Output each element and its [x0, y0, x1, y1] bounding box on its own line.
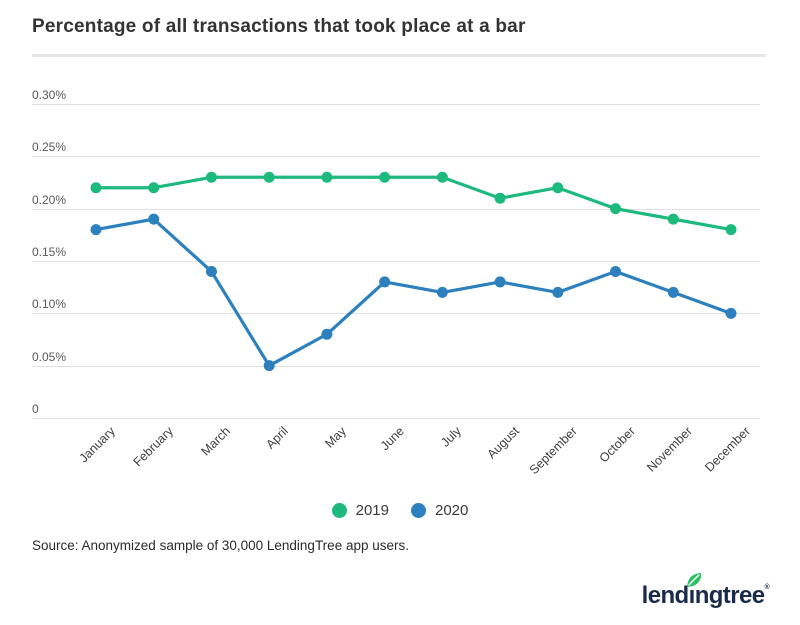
data-point-2020-February	[148, 213, 160, 225]
data-point-2020-July	[436, 286, 448, 298]
data-point-2019-June	[379, 171, 391, 183]
legend-swatch-icon	[331, 502, 347, 518]
lendingtree-logo: lendı ngtree®	[641, 572, 770, 609]
logo-dotless-i: ı	[688, 582, 696, 609]
y-gridline	[32, 365, 760, 367]
data-point-2020-September	[552, 286, 564, 298]
data-point-2019-December	[725, 224, 737, 236]
data-point-2020-November	[667, 286, 679, 298]
y-axis-label: 0.30%	[32, 88, 67, 102]
series-line-2019	[94, 175, 733, 232]
data-point-2019-May	[321, 171, 333, 183]
chart-title: Percentage of all transactions that took…	[32, 16, 526, 37]
y-gridline	[32, 261, 760, 262]
y-axis-label: 0.15%	[32, 245, 67, 259]
series-line-2020	[94, 217, 733, 368]
y-gridline	[32, 418, 760, 419]
legend-item-2020: 2020	[411, 502, 468, 519]
data-point-2020-August	[494, 276, 506, 288]
y-gridline	[32, 208, 760, 210]
legend-swatch-icon	[411, 502, 426, 518]
data-point-2019-July	[436, 171, 448, 183]
data-point-2020-March	[205, 265, 217, 277]
title-divider	[32, 54, 766, 57]
chart-legend: 2019 2020	[0, 499, 800, 521]
data-point-2019-October	[610, 203, 622, 215]
leaf-icon	[686, 572, 701, 587]
data-point-2020-December	[725, 307, 737, 319]
data-point-2020-January	[90, 224, 102, 236]
legend-label: 2019	[355, 501, 389, 519]
y-gridline	[32, 104, 760, 105]
logo-i: ı	[686, 572, 701, 609]
legend-label: 2020	[435, 501, 469, 519]
data-point-2019-November	[667, 213, 679, 225]
data-point-2019-February	[148, 182, 160, 194]
y-axis-label: 0.25%	[32, 140, 67, 155]
legend-item-2019: 2019	[331, 501, 389, 519]
y-gridline	[32, 313, 760, 315]
data-point-2019-April	[263, 171, 275, 183]
data-point-2019-September	[552, 182, 564, 194]
data-point-2020-June	[379, 276, 391, 288]
registered-mark: ®	[764, 584, 769, 591]
y-axis-label: 0.05%	[32, 349, 67, 364]
data-point-2019-January	[90, 182, 102, 194]
data-point-2019-August	[494, 192, 506, 204]
data-point-2020-October	[610, 265, 622, 277]
logo-text-part1: lend	[641, 582, 690, 609]
data-point-2019-March	[205, 171, 217, 183]
data-point-2020-May	[321, 328, 333, 340]
source-note: Source: Anonymized sample of 30,000 Lend…	[32, 538, 409, 553]
logo-text-part2: ngtree	[694, 582, 765, 609]
y-gridline	[32, 156, 760, 158]
y-axis-label: 0.20%	[32, 192, 67, 207]
y-axis-label: 0.10%	[32, 297, 67, 312]
data-point-2020-April	[263, 360, 275, 372]
y-axis-label: 0	[32, 402, 39, 416]
